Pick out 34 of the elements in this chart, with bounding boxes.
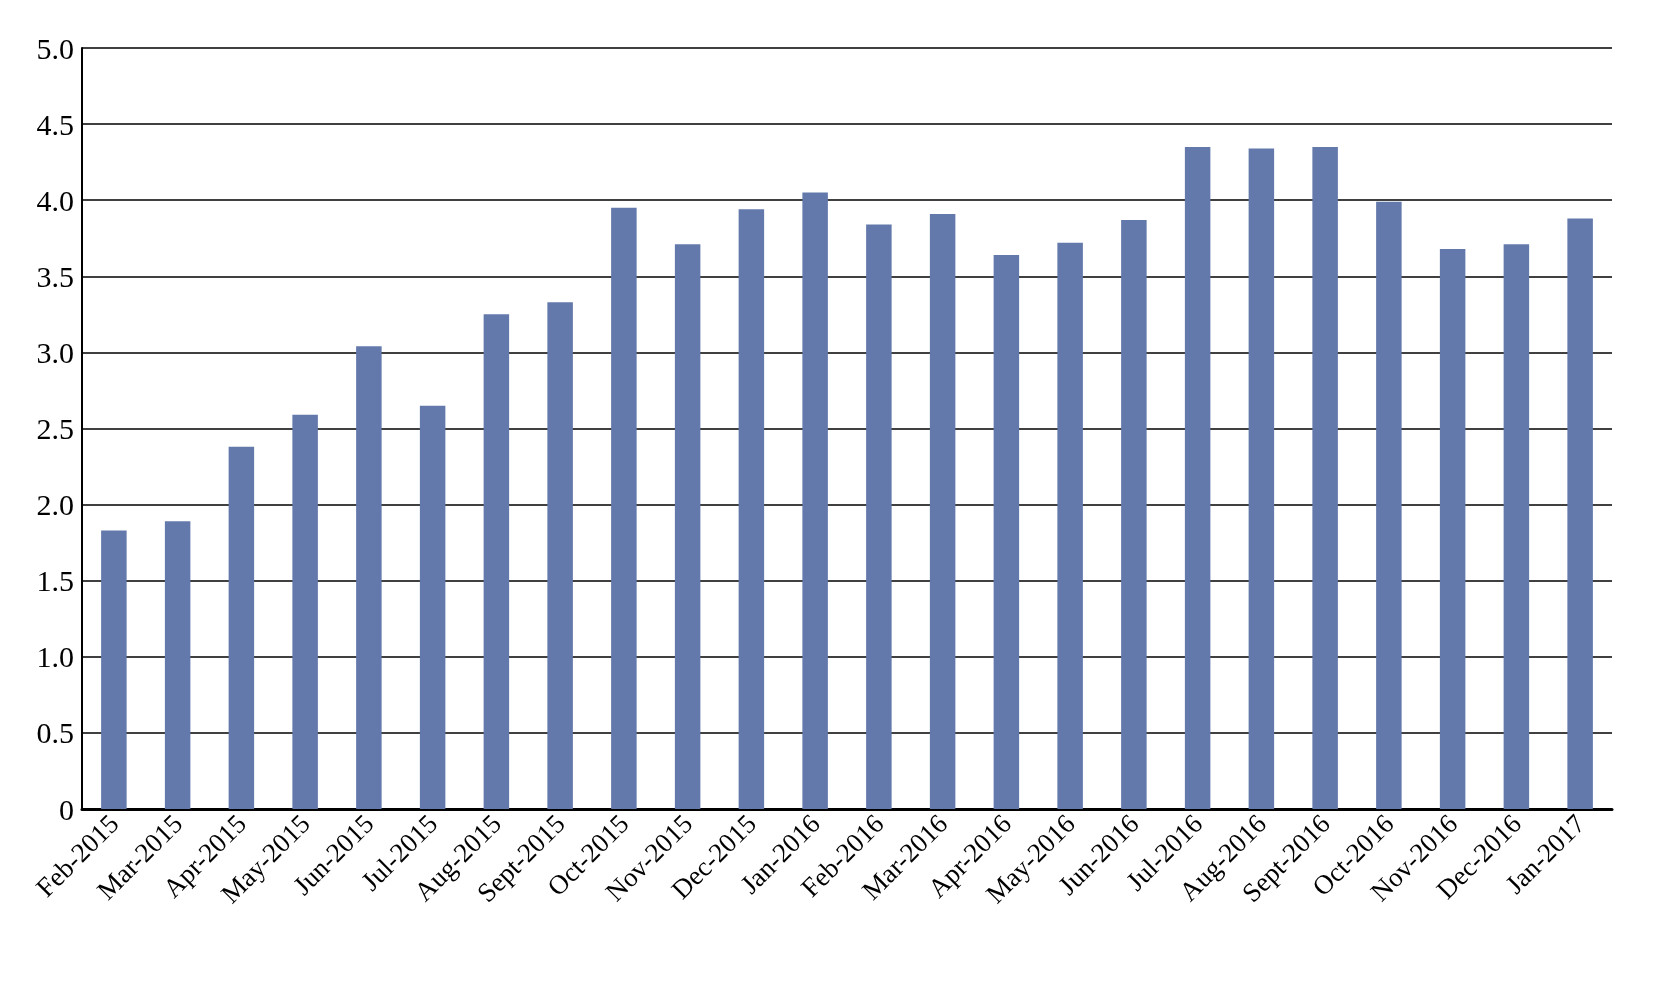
bar — [1184, 146, 1211, 809]
y-tick-label: 4.0 — [36, 183, 74, 217]
bar — [228, 446, 255, 809]
y-tick-label: 2.0 — [36, 488, 74, 522]
bar — [1439, 248, 1466, 809]
bar — [547, 302, 573, 809]
bar — [1121, 219, 1147, 809]
bar — [1376, 201, 1402, 809]
bar — [1503, 244, 1530, 809]
bar — [101, 530, 127, 809]
bar — [929, 213, 956, 809]
bar — [674, 244, 701, 809]
y-tick-label: 3.0 — [36, 335, 74, 369]
y-tick-label: 2.5 — [36, 412, 74, 445]
bar — [164, 521, 191, 809]
bar — [292, 414, 318, 809]
y-tick-label: 5.0 — [36, 31, 74, 65]
bar — [356, 346, 382, 809]
bar — [419, 405, 446, 809]
y-tick-label: 0.5 — [36, 716, 74, 750]
y-tick-label: 4.5 — [36, 107, 74, 141]
y-tick-label: 1.0 — [36, 640, 74, 674]
bar — [738, 209, 765, 809]
y-tick-label: 1.5 — [36, 564, 74, 598]
bar — [1057, 242, 1083, 809]
bar — [1312, 146, 1338, 809]
bar — [802, 192, 828, 809]
bar — [866, 224, 892, 809]
y-tick-label: 3.5 — [36, 259, 74, 293]
bar — [1567, 218, 1593, 809]
bar — [1248, 148, 1275, 809]
bar — [993, 254, 1020, 809]
bar — [483, 314, 510, 809]
bar — [611, 207, 637, 809]
